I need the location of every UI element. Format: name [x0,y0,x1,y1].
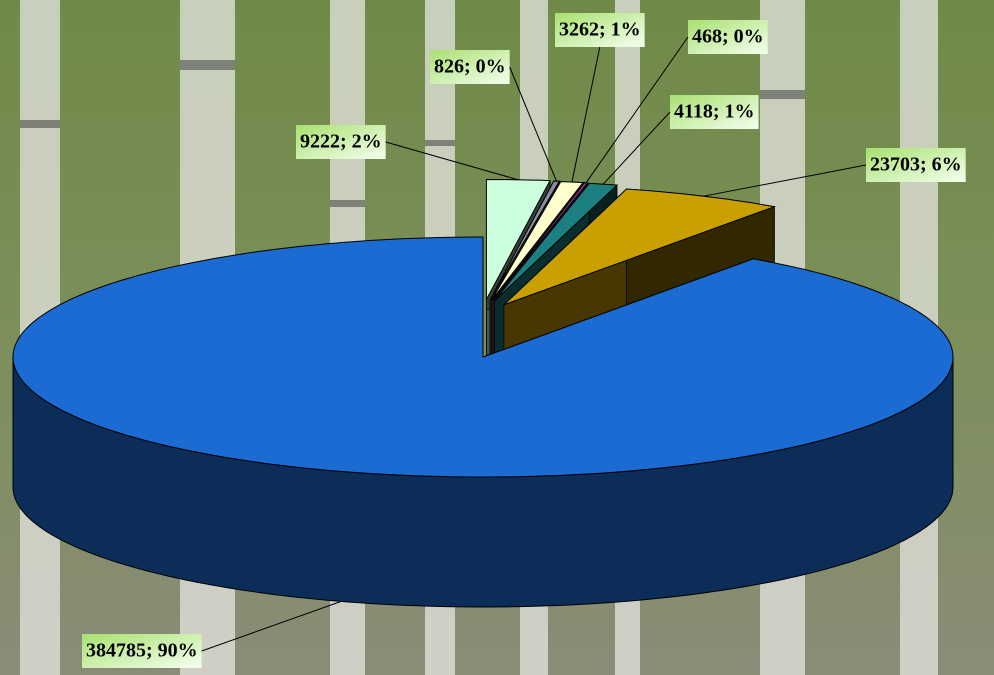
data-label: 468; 0% [692,26,764,48]
data-label: 384785; 90% [86,640,198,662]
data-label: 4118; 1% [674,101,755,123]
data-label: 3262; 1% [559,19,641,41]
slice [13,237,953,477]
data-label: 826; 0% [434,56,506,78]
data-label: 23703; 6% [870,154,962,176]
data-label: 9222; 2% [300,131,382,153]
chart: 9222; 2% 826; 0% 3262; 1% 468; 0% 4118; 1% 23… [0,0,994,675]
